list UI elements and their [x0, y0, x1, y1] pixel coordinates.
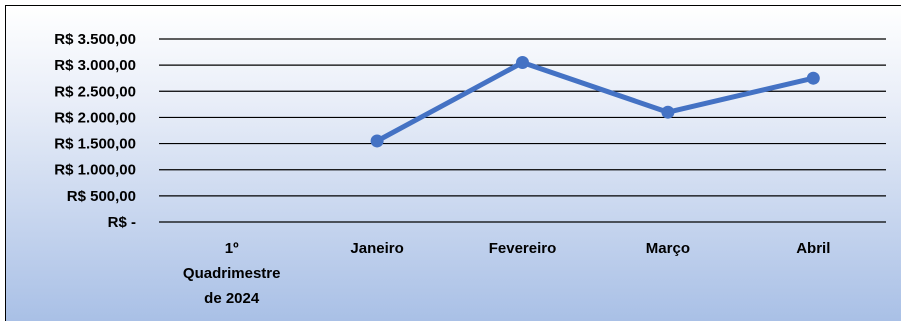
y-tick-label: R$ 500,00	[67, 188, 136, 205]
y-tick-label: R$ -	[108, 214, 136, 231]
series-group	[370, 56, 820, 148]
y-tick-label: R$ 2.500,00	[54, 83, 136, 100]
y-tick-label: R$ 1.000,00	[54, 162, 136, 179]
data-point	[370, 134, 384, 148]
gridlines	[159, 38, 886, 223]
line-chart: R$ - R$ 500,00 R$ 1.000,00 R$ 1.500,00 R$ 2.…	[54, 31, 886, 307]
x-tick-label-line: Abril	[796, 240, 830, 257]
x-tick-label: Fevereiro	[489, 240, 557, 257]
y-axis-tick-labels: R$ - R$ 500,00 R$ 1.000,00 R$ 1.500,00 R$ 2.…	[54, 31, 136, 231]
y-tick-label: R$ 3.000,00	[54, 57, 136, 74]
x-tick-label-line: Fevereiro	[489, 240, 557, 257]
x-tick-label: Março	[646, 240, 690, 257]
x-tick-label: Abril	[796, 240, 830, 257]
data-point	[516, 56, 529, 70]
x-tick-label-line: Março	[646, 240, 690, 257]
x-tick-label: 1º Quadrimestre de 2024	[183, 240, 281, 307]
x-tick-label: Janeiro	[350, 240, 403, 257]
y-tick-label: R$ 3.500,00	[54, 31, 136, 48]
data-point	[806, 71, 820, 85]
y-tick-label: R$ 1.500,00	[54, 136, 136, 153]
x-axis-tick-labels: 1º Quadrimestre de 2024 Janeiro Fevereiro Mar…	[183, 240, 830, 307]
chart-area: R$ - R$ 500,00 R$ 1.000,00 R$ 1.500,00 R$ 2.…	[5, 5, 901, 321]
data-point	[661, 105, 675, 119]
series-line	[374, 60, 816, 144]
x-tick-label-line: 1º	[225, 240, 239, 257]
y-tick-label: R$ 2.000,00	[54, 109, 136, 126]
x-tick-label-line: Janeiro	[350, 240, 403, 257]
x-tick-label-line: de 2024	[204, 290, 260, 307]
x-tick-label-line: Quadrimestre	[183, 265, 281, 282]
